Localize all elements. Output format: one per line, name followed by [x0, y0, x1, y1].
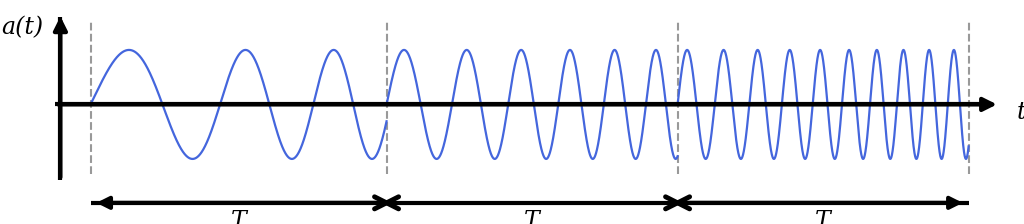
- Text: T: T: [230, 210, 247, 224]
- Text: T: T: [524, 210, 540, 224]
- Text: t: t: [1017, 101, 1024, 123]
- Text: a(t): a(t): [1, 16, 43, 39]
- Text: T: T: [815, 210, 830, 224]
